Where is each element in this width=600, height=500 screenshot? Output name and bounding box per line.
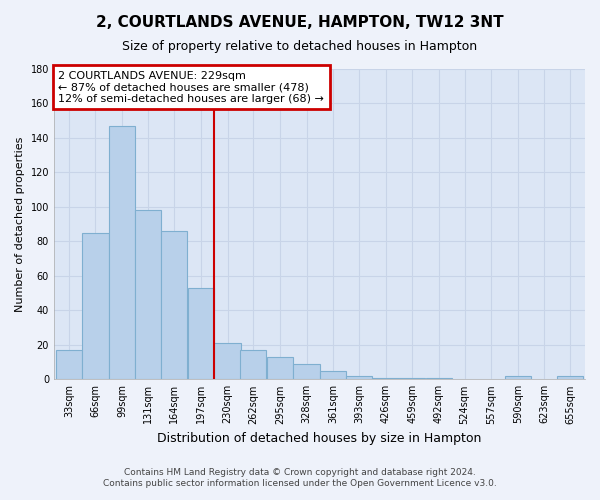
Bar xyxy=(320,370,346,380)
Bar xyxy=(109,126,135,380)
Y-axis label: Number of detached properties: Number of detached properties xyxy=(15,136,25,312)
Text: 2, COURTLANDS AVENUE, HAMPTON, TW12 3NT: 2, COURTLANDS AVENUE, HAMPTON, TW12 3NT xyxy=(96,15,504,30)
Text: Contains HM Land Registry data © Crown copyright and database right 2024.
Contai: Contains HM Land Registry data © Crown c… xyxy=(103,468,497,487)
Bar xyxy=(399,378,425,380)
Bar xyxy=(505,376,531,380)
X-axis label: Distribution of detached houses by size in Hampton: Distribution of detached houses by size … xyxy=(157,432,482,445)
Bar xyxy=(188,288,214,380)
Bar xyxy=(82,233,109,380)
Bar xyxy=(293,364,320,380)
Bar xyxy=(425,378,452,380)
Bar xyxy=(346,376,372,380)
Bar xyxy=(240,350,266,380)
Bar xyxy=(214,343,241,380)
Bar xyxy=(161,231,187,380)
Text: 2 COURTLANDS AVENUE: 229sqm
← 87% of detached houses are smaller (478)
12% of se: 2 COURTLANDS AVENUE: 229sqm ← 87% of det… xyxy=(58,70,324,104)
Text: Size of property relative to detached houses in Hampton: Size of property relative to detached ho… xyxy=(122,40,478,53)
Bar xyxy=(135,210,161,380)
Bar xyxy=(373,378,398,380)
Bar xyxy=(56,350,82,380)
Bar xyxy=(557,376,583,380)
Bar xyxy=(267,357,293,380)
